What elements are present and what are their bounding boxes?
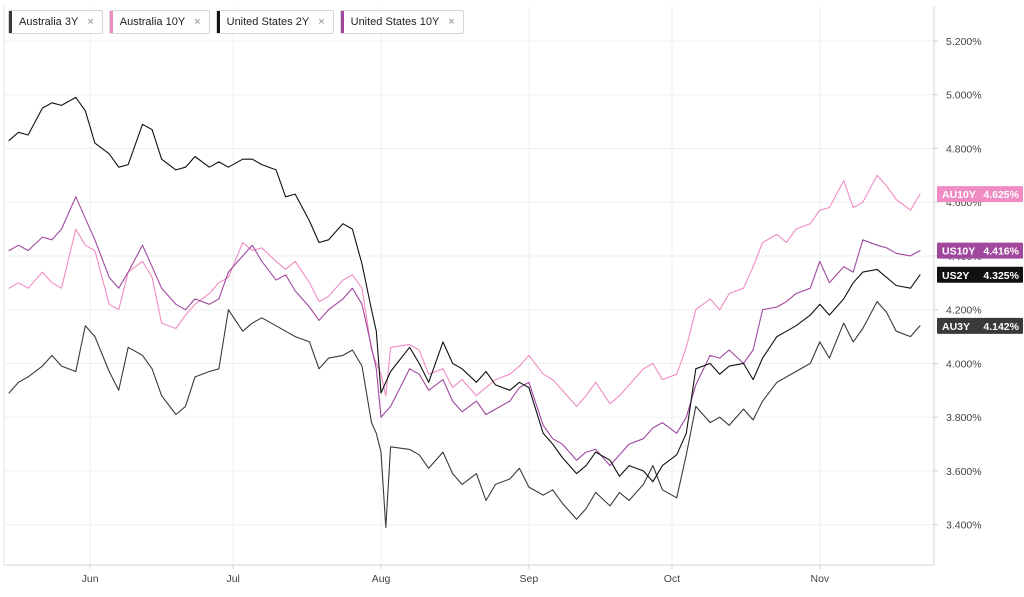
value-badge-tag: AU3Y <box>942 321 970 333</box>
value-badge-value: 4.325% <box>983 270 1019 282</box>
legend-swatch <box>9 11 12 33</box>
y-tick-label: 3.400% <box>946 520 982 532</box>
grid <box>3 6 934 565</box>
value-badge-value: 4.416% <box>983 246 1019 258</box>
legend: Australia 3Y × Australia 10Y × United St… <box>8 10 464 34</box>
legend-label: United States 2Y <box>226 16 310 28</box>
value-badge-bg <box>937 266 1023 283</box>
close-icon[interactable]: × <box>87 15 94 28</box>
value-badges: AU3Y 4.142% AU10Y 4.625% US2Y 4.325% US10Y 4.41… <box>937 186 1023 334</box>
legend-item-united-states-2y[interactable]: United States 2Y × <box>215 10 334 34</box>
legend-swatch <box>216 11 220 33</box>
x-tick-label: Aug <box>372 573 391 585</box>
value-badge-tag: AU10Y <box>942 189 976 201</box>
value-badge-bg <box>937 317 1023 334</box>
y-tick-label: 3.800% <box>946 412 982 424</box>
value-badge-us10y: US10Y 4.416% <box>937 242 1023 259</box>
legend-item-united-states-10y[interactable]: United States 10Y × <box>339 10 464 34</box>
y-tick-label: 3.600% <box>946 466 982 478</box>
series-line-au3y[interactable] <box>8 301 921 528</box>
value-badge-au10y: AU10Y 4.625% <box>937 186 1023 203</box>
series-lines <box>8 96 921 528</box>
axes: 3.400%3.600%3.800%4.000%4.200%4.400%4.60… <box>4 6 982 585</box>
legend-item-australia-3y[interactable]: Australia 3Y × <box>8 10 103 34</box>
value-badge-au3y: AU3Y 4.142% <box>937 317 1023 334</box>
value-badge-value: 4.625% <box>983 189 1019 201</box>
value-badge-bg <box>937 242 1023 259</box>
x-tick-label: Jun <box>82 573 99 585</box>
x-tick-label: Jul <box>226 573 239 585</box>
legend-label: Australia 10Y <box>119 16 186 28</box>
series-line-us2y[interactable] <box>8 96 921 483</box>
y-tick-label: 4.000% <box>946 358 982 370</box>
value-badge-bg <box>937 186 1023 203</box>
y-tick-label: 4.800% <box>946 143 982 155</box>
legend-label: Australia 3Y <box>19 16 79 28</box>
close-icon[interactable]: × <box>194 15 201 28</box>
close-icon[interactable]: × <box>448 15 455 28</box>
x-tick-label: Nov <box>810 573 829 585</box>
x-tick-label: Oct <box>664 573 680 585</box>
series-line-us10y[interactable] <box>8 196 921 467</box>
y-tick-label: 5.000% <box>946 90 982 102</box>
y-tick-label: 5.200% <box>946 36 982 48</box>
value-badge-tag: US10Y <box>942 246 975 258</box>
series-line-au10y[interactable] <box>8 174 921 407</box>
value-badge-value: 4.142% <box>983 321 1019 333</box>
legend-label: United States 10Y <box>350 16 440 28</box>
y-tick-label: 4.200% <box>946 305 982 317</box>
value-badge-us2y: US2Y 4.325% <box>937 266 1023 283</box>
x-tick-label: Sep <box>520 573 539 585</box>
legend-item-australia-10y[interactable]: Australia 10Y × <box>108 10 210 34</box>
value-badge-tag: US2Y <box>942 270 969 282</box>
close-icon[interactable]: × <box>318 15 325 28</box>
legend-swatch <box>109 11 113 33</box>
legend-swatch <box>340 11 344 33</box>
